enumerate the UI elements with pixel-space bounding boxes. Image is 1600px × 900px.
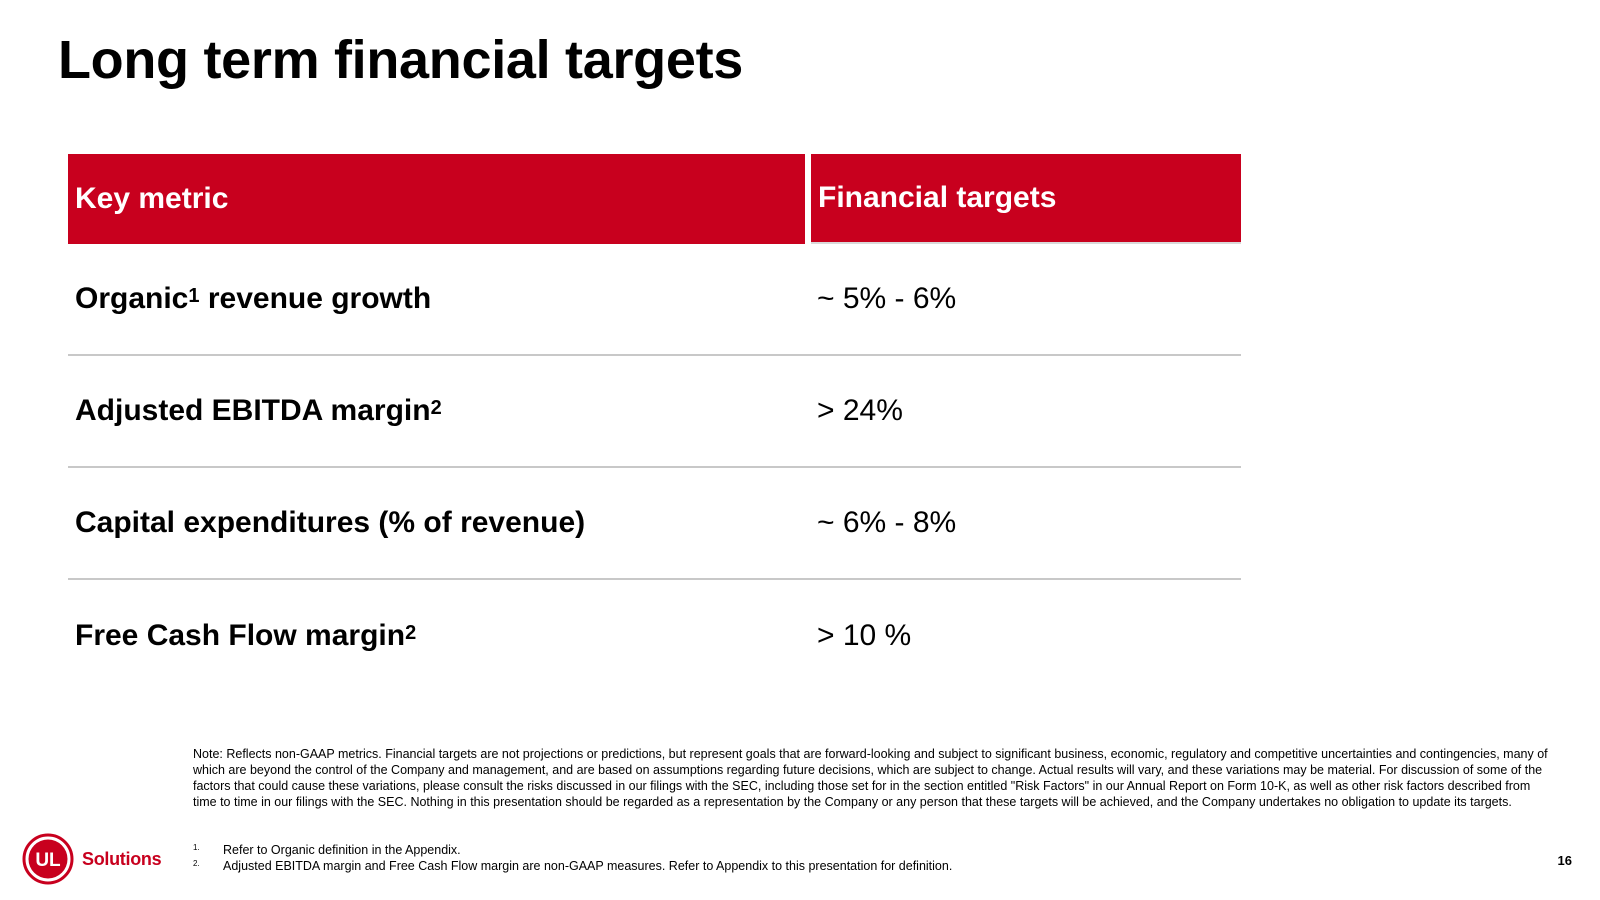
footnote-text: Adjusted EBITDA margin and Free Cash Flo…	[223, 859, 953, 873]
ul-solutions-logo: UL Solutions	[22, 832, 162, 886]
metric-label: Adjusted EBITDA margin 2	[75, 394, 442, 427]
table-row: Free Cash Flow margin 2 > 10 %	[68, 580, 1241, 692]
metric-text: Capital expenditures (% of revenue)	[75, 506, 586, 539]
metric-text-suffix: revenue growth	[199, 282, 432, 315]
metric-text: Organic	[75, 282, 189, 315]
metric-label: Capital expenditures (% of revenue)	[75, 468, 585, 578]
table-row: Organic 1 revenue growth ~ 5% - 6%	[68, 244, 1241, 356]
table-row: Adjusted EBITDA margin 2 > 24%	[68, 356, 1241, 468]
ul-logo-icon: UL	[22, 833, 74, 885]
table-header-key-metric: Key metric	[68, 154, 805, 244]
metric-label: Free Cash Flow margin 2	[75, 619, 417, 652]
table-row: Capital expenditures (% of revenue) ~ 6%…	[68, 468, 1241, 580]
logo-mark-text: UL	[35, 850, 61, 871]
footnote-text: Refer to Organic definition in the Appen…	[223, 843, 461, 857]
target-value: > 24%	[817, 394, 903, 427]
table-header-financial-targets: Financial targets	[811, 154, 1241, 244]
footnote-number: 2.	[193, 859, 200, 868]
target-value: ~ 5% - 6%	[817, 282, 957, 315]
metric-text: Free Cash Flow margin	[75, 619, 406, 652]
page-title: Long term financial targets	[58, 30, 744, 90]
footnote: 1. Refer to Organic definition in the App…	[193, 842, 461, 858]
disclaimer-note: Note: Reflects non-GAAP metrics. Financi…	[193, 747, 1548, 809]
metric-label: Organic 1 revenue growth	[75, 282, 432, 315]
footnote-number: 1.	[193, 843, 200, 852]
footnote: 2. Adjusted EBITDA margin and Free Cash F…	[193, 858, 952, 874]
target-value: ~ 6% - 8%	[817, 506, 957, 539]
metric-text: Adjusted EBITDA margin	[75, 394, 431, 427]
page-number: 16	[1557, 853, 1572, 868]
target-value: > 10 %	[817, 619, 912, 652]
header-label-key-metric: Key metric	[75, 182, 229, 215]
logo-text: Solutions	[82, 848, 162, 869]
header-label-financial-targets: Financial targets	[818, 181, 1057, 214]
